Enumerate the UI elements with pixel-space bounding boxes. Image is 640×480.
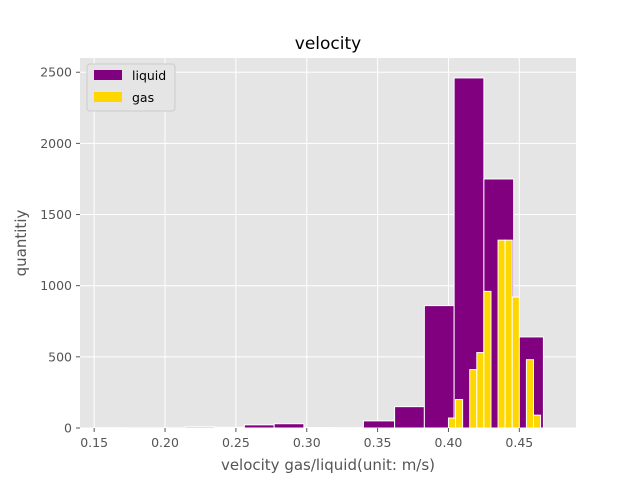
gas-bar <box>504 239 513 429</box>
legend-swatch-liquid <box>94 70 122 80</box>
x-tick-label: 0.30 <box>293 435 321 450</box>
x-tick-label: 0.20 <box>151 435 179 450</box>
x-tick-label: 0.25 <box>222 435 250 450</box>
y-tick-label: 500 <box>48 349 72 364</box>
y-tick-label: 2000 <box>40 136 72 151</box>
legend-label-gas: gas <box>132 90 154 105</box>
liquid-bar <box>362 420 396 429</box>
gas-bar <box>469 369 478 429</box>
y-tick-label: 1000 <box>40 278 72 293</box>
liquid-bar <box>423 305 455 429</box>
liquid-bar <box>394 406 425 429</box>
gas-bar <box>532 414 542 429</box>
y-axis-label: quantitiy <box>12 210 30 277</box>
legend: liquid gas <box>86 63 176 112</box>
legend-swatch-gas <box>94 92 122 102</box>
gas-bar <box>455 399 464 429</box>
gas-bar <box>447 417 457 429</box>
y-tick-label: 2500 <box>40 65 72 80</box>
y-tick-label: 1500 <box>40 207 72 222</box>
x-tick-label: 0.15 <box>80 435 108 450</box>
x-axis-label: velocity gas/liquid(unit: m/s) <box>221 456 435 474</box>
gas-bar <box>483 290 492 429</box>
x-axis-ticks: 0.15 0.20 0.25 0.30 0.35 0.40 0.45 <box>80 428 533 450</box>
y-axis-ticks: 0 500 1000 1500 2000 2500 <box>40 65 80 436</box>
gas-bar <box>476 352 485 429</box>
y-tick-label: 0 <box>64 421 72 436</box>
liquid-bar <box>273 423 305 429</box>
liquid-bar <box>184 426 216 429</box>
x-tick-label: 0.35 <box>364 435 392 450</box>
liquid-bar <box>214 426 245 429</box>
gas-bar <box>511 296 520 429</box>
gas-bars <box>447 239 542 429</box>
chart-title: velocity <box>295 34 361 54</box>
liquid-bar <box>243 424 275 429</box>
gas-bar <box>525 359 534 429</box>
gas-bar <box>497 239 506 429</box>
x-tick-label: 0.40 <box>435 435 463 450</box>
x-tick-label: 0.45 <box>505 435 533 450</box>
legend-label-liquid: liquid <box>132 68 166 83</box>
